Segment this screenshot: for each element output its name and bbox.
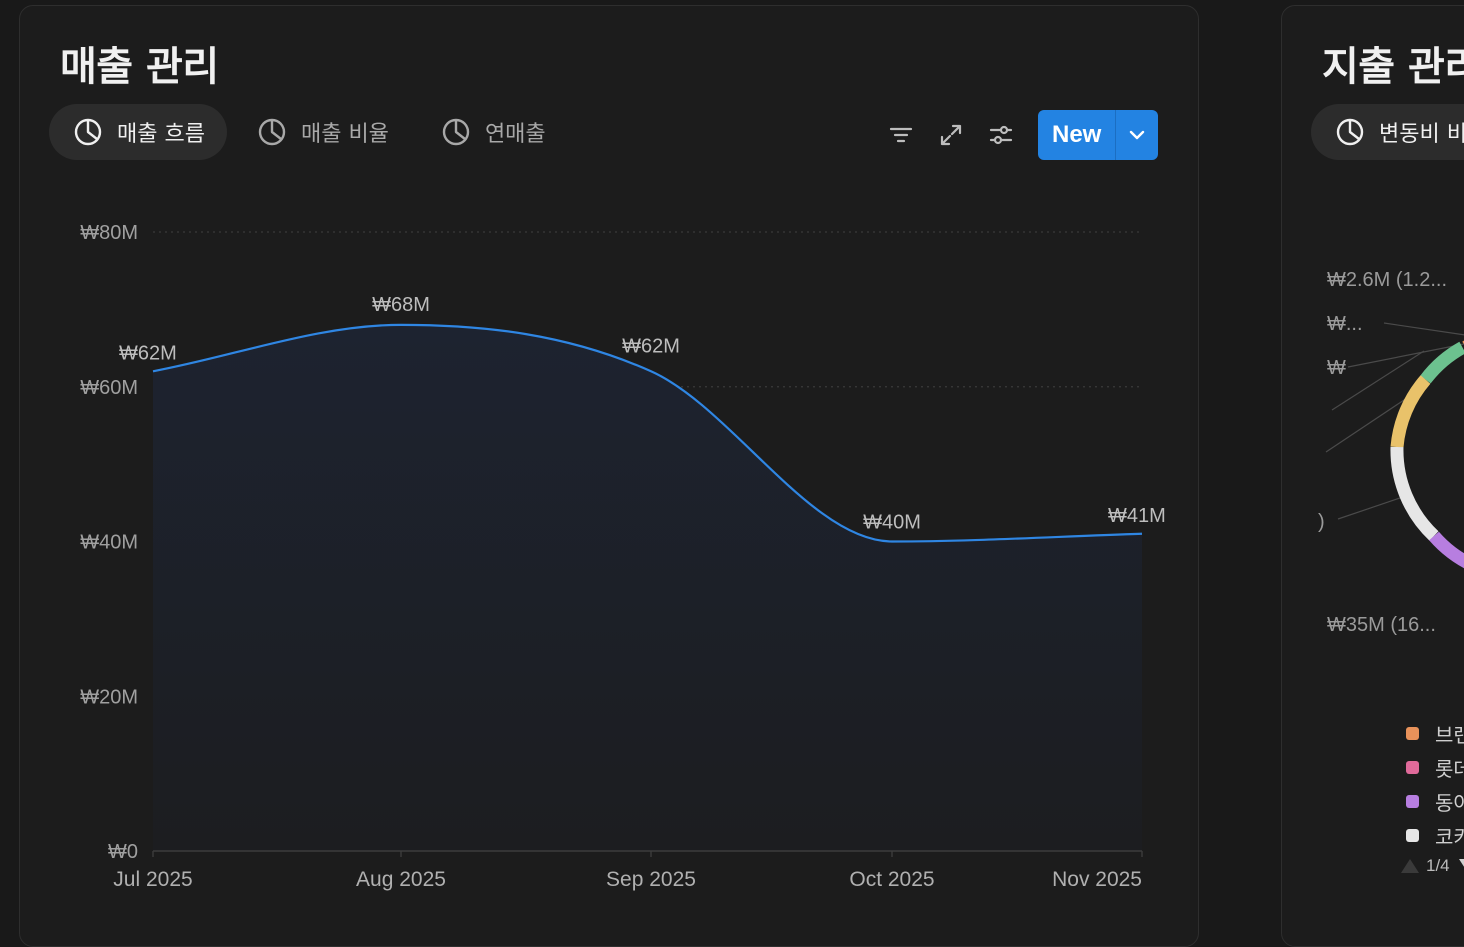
revenue-card-title: 매출 관리: [60, 44, 219, 90]
x-tick-label: Oct 2025: [849, 868, 934, 891]
legend-swatch: [1406, 760, 1419, 774]
pie-chart-icon: [258, 118, 286, 146]
donut-segments: [1390, 340, 1464, 569]
expense-legend: 브랜드 롯데 동아 코카: [1406, 716, 1464, 852]
tab-revenue-flow[interactable]: 매출 흐름: [49, 104, 227, 160]
legend-pager: 1/4: [1400, 856, 1464, 876]
page-up-icon[interactable]: [1400, 857, 1420, 875]
expense-tabs: 변동비 비율: [1311, 104, 1464, 160]
filter-icon: [889, 127, 913, 143]
page-down-icon[interactable]: [1458, 857, 1464, 875]
y-tick-label: ₩80M: [80, 222, 138, 244]
legend-label: 브랜드: [1435, 722, 1464, 747]
new-button[interactable]: New: [1052, 121, 1102, 148]
legend-item[interactable]: 코카: [1406, 818, 1464, 852]
new-button-group: New: [1038, 110, 1159, 160]
chevron-down-icon: [1130, 130, 1145, 140]
y-tick-label: ₩40M: [80, 532, 138, 554]
legend-label: 동아: [1435, 790, 1464, 815]
expense-card: 지출 관리 변동비 비율 ₩2.6M (1.2... ₩... ₩ ) ₩35M…: [1281, 5, 1464, 947]
legend-label: 롯데: [1435, 756, 1464, 781]
x-tick-label: Nov 2025: [1052, 868, 1142, 891]
donut-label: ₩: [1327, 357, 1346, 379]
new-button-divider: [1115, 110, 1117, 160]
expand-button[interactable]: [930, 114, 972, 156]
expand-icon: [940, 124, 962, 146]
expense-card-title: 지출 관리: [1322, 44, 1464, 90]
y-tick-label: ₩0: [108, 841, 138, 863]
x-tick-label: Jul 2025: [113, 868, 192, 891]
tab-revenue-ratio[interactable]: 매출 비율: [233, 104, 411, 160]
revenue-area-chart: ₩0 ₩20M ₩40M ₩60M ₩80M Jul 2025 Aug 2025 Sep 20…: [80, 222, 1166, 891]
data-label: ₩40M: [863, 512, 921, 534]
tab-variable-cost-ratio[interactable]: 변동비 비율: [1311, 104, 1464, 160]
legend-item[interactable]: 롯데: [1406, 750, 1464, 784]
settings-button[interactable]: [980, 114, 1022, 156]
tab-label: 매출 흐름: [117, 122, 205, 147]
revenue-tabs: 매출 흐름 매출 비율 연매출: [49, 104, 574, 160]
donut-leader-lines: [1325, 322, 1464, 520]
x-tick-label: Sep 2025: [606, 868, 696, 891]
legend-swatch: [1406, 726, 1419, 740]
new-dropdown-button[interactable]: [1116, 110, 1158, 160]
donut-label: ): [1318, 511, 1325, 533]
data-label: ₩62M: [622, 335, 680, 357]
tab-label: 변동비 비율: [1379, 122, 1464, 147]
pie-chart-icon: [1336, 118, 1364, 146]
pie-chart-icon: [442, 118, 470, 146]
y-tick-label: ₩60M: [80, 377, 138, 399]
pie-chart-icon: [74, 118, 102, 146]
pager-text: 1/4: [1426, 856, 1450, 875]
legend-item[interactable]: 브랜드: [1406, 716, 1464, 750]
data-label: ₩41M: [1108, 505, 1166, 527]
donut-label: ₩...: [1327, 313, 1363, 335]
tab-label: 매출 비율: [300, 122, 389, 147]
expense-donut-chart: [1325, 322, 1464, 569]
filter-button[interactable]: [880, 114, 922, 156]
legend-swatch: [1406, 828, 1419, 842]
donut-label: ₩2.6M (1.2...: [1327, 269, 1448, 291]
legend-label: 코카: [1435, 824, 1464, 849]
legend-item[interactable]: 동아: [1406, 784, 1464, 818]
tab-label: 연매출: [484, 122, 546, 147]
legend-swatch: [1406, 794, 1419, 808]
data-label: ₩68M: [372, 294, 430, 316]
area-fill: [153, 324, 1142, 852]
sliders-icon: [989, 125, 1013, 145]
x-tick-label: Aug 2025: [356, 868, 446, 891]
y-tick-label: ₩20M: [80, 686, 138, 708]
tab-annual-revenue[interactable]: 연매출: [417, 104, 568, 160]
chart-toolbar: New: [872, 110, 1159, 160]
donut-label: ₩35M (16...: [1327, 614, 1436, 636]
data-label: ₩62M: [119, 342, 177, 364]
revenue-line: [152, 323, 1143, 543]
